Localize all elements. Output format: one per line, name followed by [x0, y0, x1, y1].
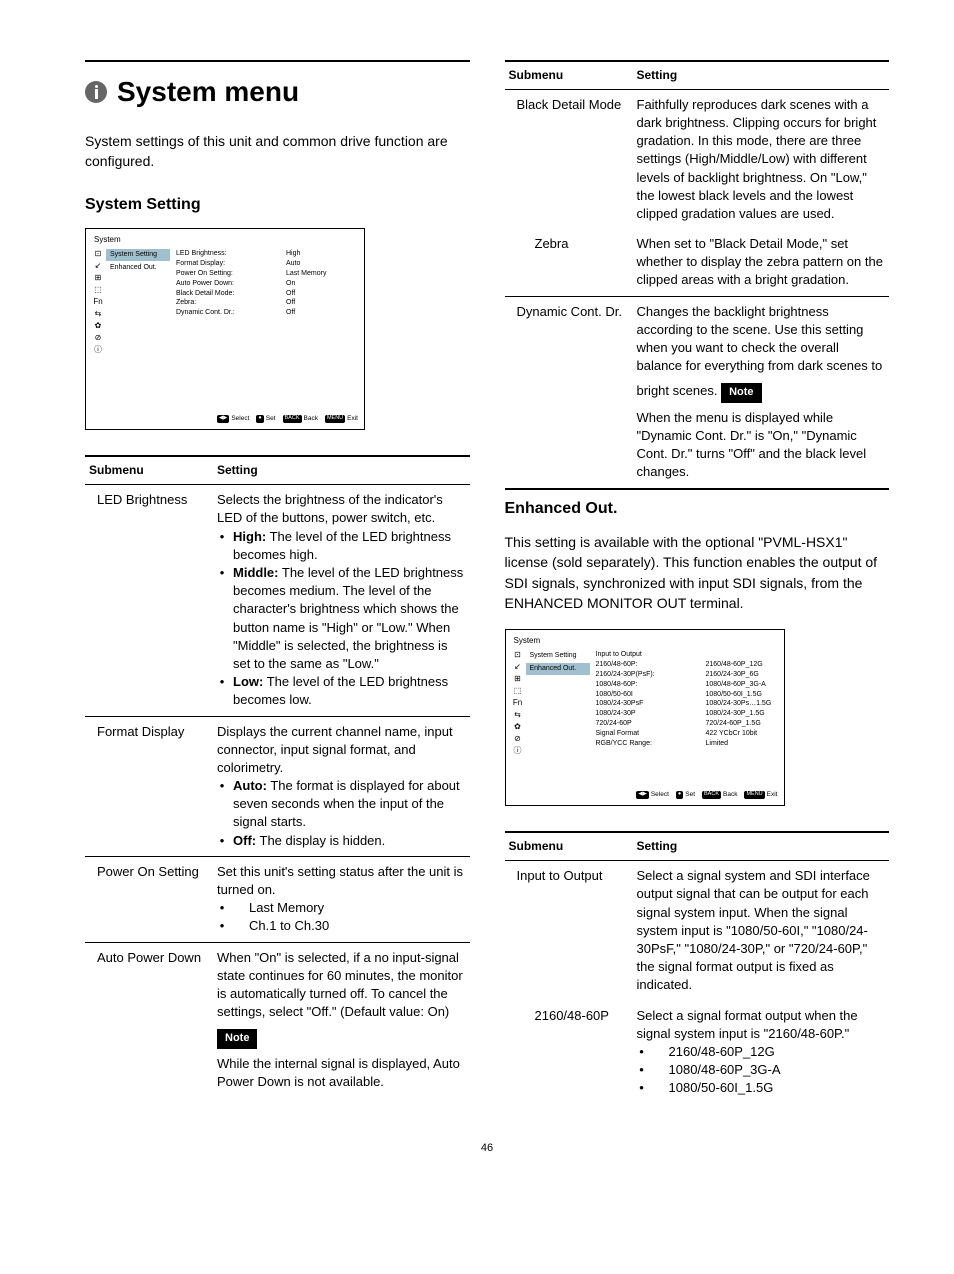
cell-name: Dynamic Cont. Dr.: [505, 296, 633, 488]
menu-screenshot-enhanced: System ⊡ ↙ ⊞ ⬚ Fn ⇆ ✿ ⊘ ⓘ System Setting…: [505, 629, 785, 806]
ss-footer: ◀▶Select ●Set BACKBack MENUExit: [86, 354, 364, 423]
page-title: System menu: [117, 72, 299, 111]
cell-name: 2160/48-60P: [505, 1001, 633, 1104]
cell-desc: Faithfully reproduces dark scenes with a…: [633, 89, 890, 229]
spec-table-system-continued: Submenu Setting Black Detail Mode Faithf…: [505, 60, 890, 490]
ss-settings: Input to Output 2160/48-60P:2160/48-60P_…: [590, 649, 784, 755]
page-number: 46: [85, 1141, 889, 1156]
note-text: When the menu is displayed while "Dynami…: [637, 409, 886, 482]
cell-name: Format Display: [85, 716, 213, 856]
table-row: Auto Power Down When "On" is selected, i…: [85, 942, 470, 1097]
th-submenu: Submenu: [505, 61, 633, 89]
th-submenu: Submenu: [505, 832, 633, 860]
ss-title: System: [86, 234, 364, 248]
cell-desc: When "On" is selected, if a no input-sig…: [213, 942, 470, 1097]
ss-menu: System Setting Enhanced Out.: [526, 649, 590, 755]
ss-icon-col: ⊡ ↙ ⊞ ⬚ Fn ⇆ ✿ ⊘ ⓘ: [506, 649, 526, 755]
note-label: Note: [721, 383, 761, 402]
cell-desc: Changes the backlight brightness accordi…: [633, 296, 890, 488]
cell-name: Zebra: [505, 229, 633, 296]
cell-name: Auto Power Down: [85, 942, 213, 1097]
cell-name: Black Detail Mode: [505, 89, 633, 229]
ss-title: System: [506, 635, 784, 649]
table-row: Dynamic Cont. Dr. Changes the backlight …: [505, 296, 890, 488]
cell-desc: Displays the current channel name, input…: [213, 716, 470, 856]
table-row: LED Brightness Selects the brightness of…: [85, 485, 470, 716]
intro-text: System settings of this unit and common …: [85, 131, 470, 172]
cell-desc: When set to "Black Detail Mode," set whe…: [633, 229, 890, 296]
cell-name: Power On Setting: [85, 856, 213, 942]
menu-screenshot-system: System ⊡ ↙ ⊞ ⬚ Fn ⇆ ✿ ⊘ ⓘ System Setting…: [85, 228, 365, 430]
ss-icon-col: ⊡ ↙ ⊞ ⬚ Fn ⇆ ✿ ⊘ ⓘ: [86, 248, 106, 354]
cell-desc: Select a signal format output when the s…: [633, 1001, 890, 1104]
table-row: Input to Output Select a signal system a…: [505, 861, 890, 1001]
cell-desc: Selects the brightness of the indicator'…: [213, 485, 470, 716]
table-row: Format Display Displays the current chan…: [85, 716, 470, 856]
th-submenu: Submenu: [85, 456, 213, 484]
cell-name: LED Brightness: [85, 485, 213, 716]
ss-menu: System Setting Enhanced Out.: [106, 248, 170, 354]
info-icon: [85, 81, 107, 103]
cell-desc: Set this unit's setting status after the…: [213, 856, 470, 942]
cell-desc: Select a signal system and SDI interface…: [633, 861, 890, 1001]
th-setting: Setting: [633, 832, 890, 860]
table-row: Zebra When set to "Black Detail Mode," s…: [505, 229, 890, 296]
ss-footer: ◀▶Select ●Set BACKBack MENUExit: [506, 755, 784, 799]
table-row: Black Detail Mode Faithfully reproduces …: [505, 89, 890, 229]
spec-table-system-setting: Submenu Setting LED Brightness Selects t…: [85, 455, 470, 1097]
section-heading-enhanced-out: Enhanced Out.: [505, 498, 890, 520]
th-setting: Setting: [633, 61, 890, 89]
cell-name: Input to Output: [505, 861, 633, 1001]
ss-settings: LED Brightness:High Format Display:Auto …: [170, 248, 364, 354]
note-text: While the internal signal is displayed, …: [217, 1055, 466, 1091]
th-setting: Setting: [213, 456, 470, 484]
section-heading-system-setting: System Setting: [85, 194, 470, 216]
note-label: Note: [217, 1029, 257, 1048]
enhanced-out-intro: This setting is available with the optio…: [505, 532, 890, 613]
table-row: 2160/48-60P Select a signal format outpu…: [505, 1001, 890, 1104]
table-row: Power On Setting Set this unit's setting…: [85, 856, 470, 942]
spec-table-enhanced: Submenu Setting Input to Output Select a…: [505, 831, 890, 1103]
title-bar: System menu: [85, 60, 470, 111]
